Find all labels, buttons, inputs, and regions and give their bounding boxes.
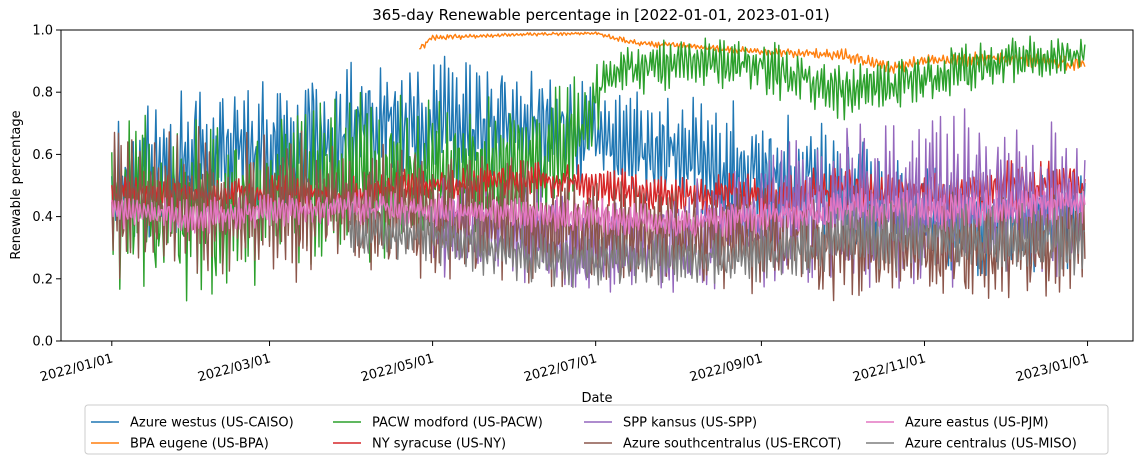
x-tick-label: 2022/03/01 [196, 351, 272, 385]
plot-area-frame [60, 29, 1134, 342]
plot-series [111, 31, 1086, 302]
legend-label: Azure centralus (US-MISO) [905, 437, 1077, 452]
x-axis-title: Date [581, 391, 612, 406]
legend-label: Azure westus (US-CAISO) [130, 416, 294, 431]
x-tick-label: 2023/01/01 [1014, 351, 1090, 385]
legend-label: PACW modford (US-PACW) [372, 416, 543, 431]
chart-title: 365-day Renewable percentage in [2022-01… [372, 6, 829, 24]
legend: Azure westus (US-CAISO) BPA eugene (US-BP… [84, 404, 1109, 455]
legend-label: SPP kansus (US-SPP) [623, 416, 757, 431]
y-tick-label: 0.8 [32, 86, 53, 101]
y-axis-title: Renewable percentage [9, 110, 24, 259]
legend-label: Azure southcentralus (US-ERCOT) [623, 437, 841, 452]
legend-label: BPA eugene (US-BPA) [130, 437, 269, 452]
series-line-2 [111, 35, 1086, 302]
legend-label: NY syracuse (US-NY) [372, 437, 506, 452]
legend-frame [84, 404, 1109, 455]
x-tick-label: 2022/01/01 [39, 351, 115, 385]
legend-label: Azure eastus (US-PJM) [905, 416, 1049, 431]
y-tick-label: 1.0 [32, 24, 53, 39]
x-tick-label: 2022/05/01 [359, 351, 435, 385]
x-axis: 2022/01/01 2022/03/01 2022/05/01 2022/07/01… [39, 341, 1091, 385]
x-tick-label: 2022/07/01 [522, 351, 598, 385]
y-tick-label: 0.2 [32, 272, 53, 287]
x-tick-label: 2022/11/01 [851, 351, 927, 385]
series-line-6 [111, 181, 1086, 238]
y-tick-label: 0.0 [32, 335, 53, 350]
y-axis: 0.0 0.2 0.4 0.6 0.8 1.0 [32, 24, 61, 350]
x-tick-label: 2022/09/01 [688, 351, 764, 385]
series-line-7 [349, 198, 1085, 289]
y-tick-label: 0.6 [32, 148, 53, 163]
y-tick-label: 0.4 [32, 210, 53, 225]
